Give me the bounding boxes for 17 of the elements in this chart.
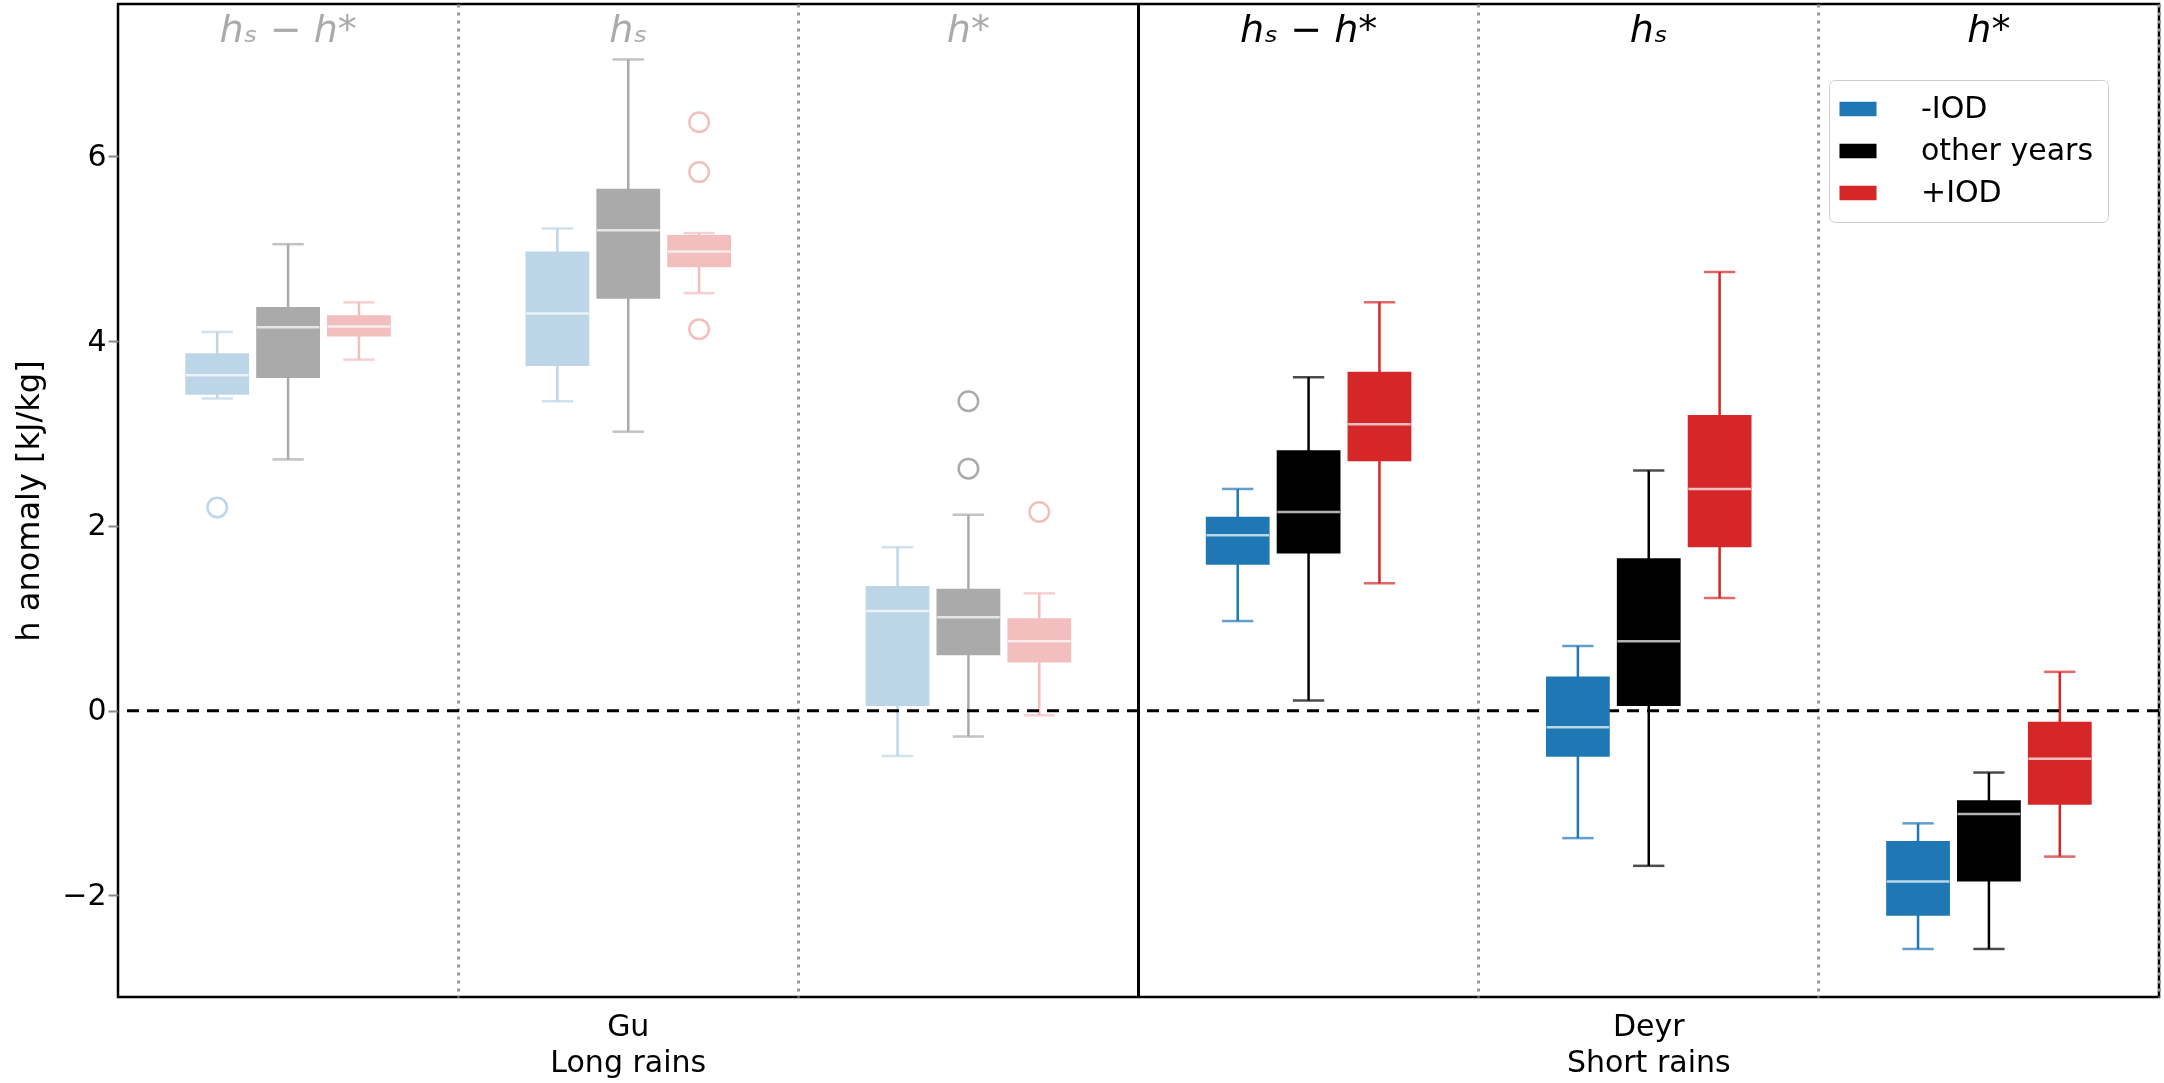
y-tick-label: 0 — [87, 692, 107, 728]
x-tick-label: Deyr Short rains — [1566, 1007, 1731, 1079]
annotation: hₛ — [1629, 7, 1668, 51]
x-tick-label: Gu Long rains — [550, 1007, 707, 1079]
y-tick-label: −2 — [62, 876, 107, 912]
y-tick-label: 6 — [87, 137, 107, 173]
legend-label: +IOD — [1921, 174, 2002, 209]
y-axis-title: h anomaly [kJ/kg] — [9, 360, 48, 642]
annotation: h* — [1967, 7, 2011, 51]
annotation: h* — [946, 7, 990, 51]
y-tick-label: 4 — [87, 322, 107, 358]
annotation: hₛ − h* — [1239, 7, 1378, 51]
y-tick-label: 2 — [87, 507, 107, 543]
legend-label: -IOD — [1921, 90, 1988, 125]
annotation: hₛ — [609, 7, 648, 51]
annotation: hₛ − h* — [219, 7, 357, 51]
legend-label: other years — [1921, 132, 2094, 167]
